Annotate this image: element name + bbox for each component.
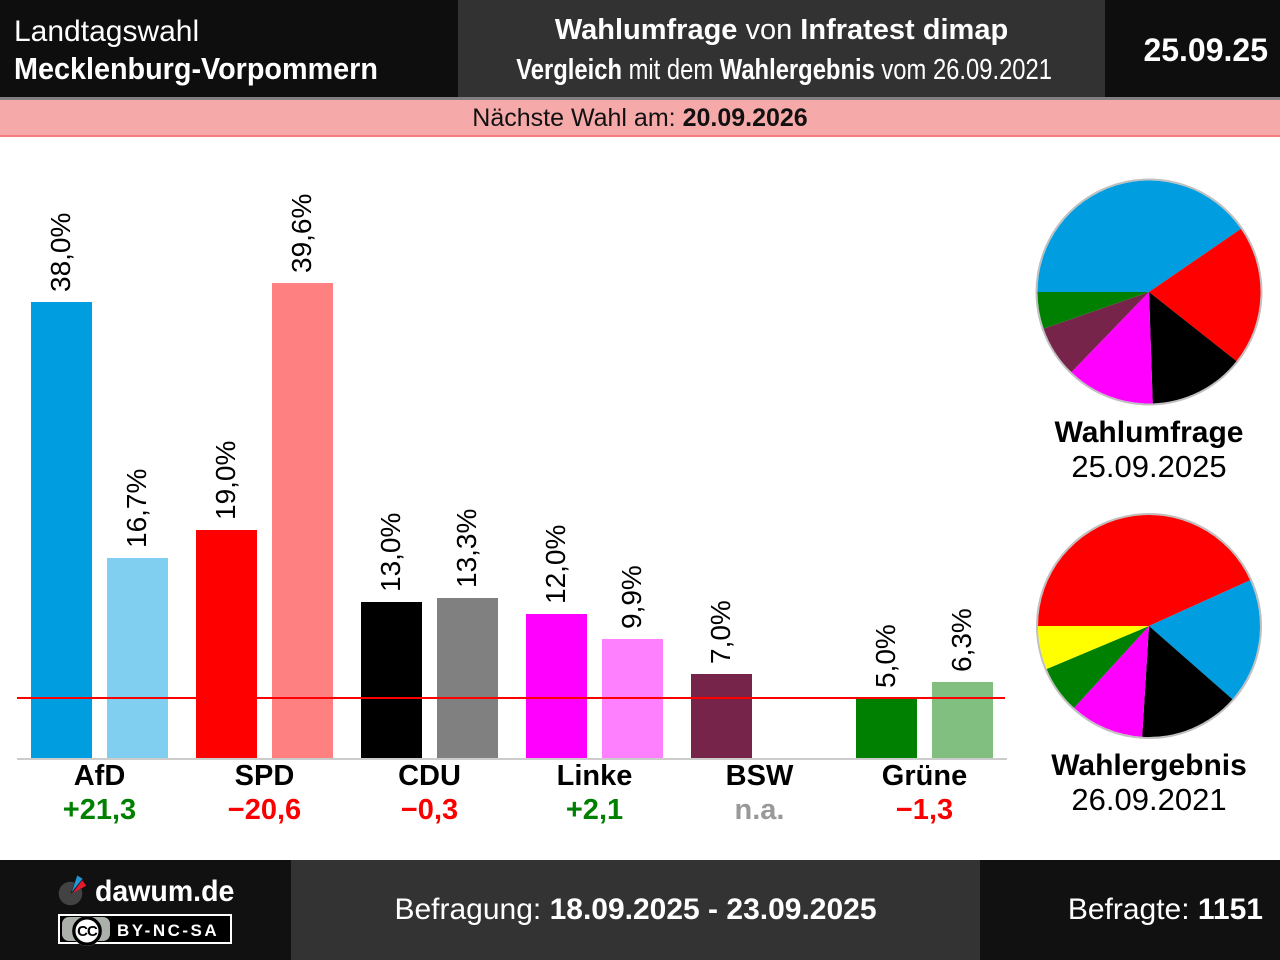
svg-text:CC: CC [77,923,98,940]
